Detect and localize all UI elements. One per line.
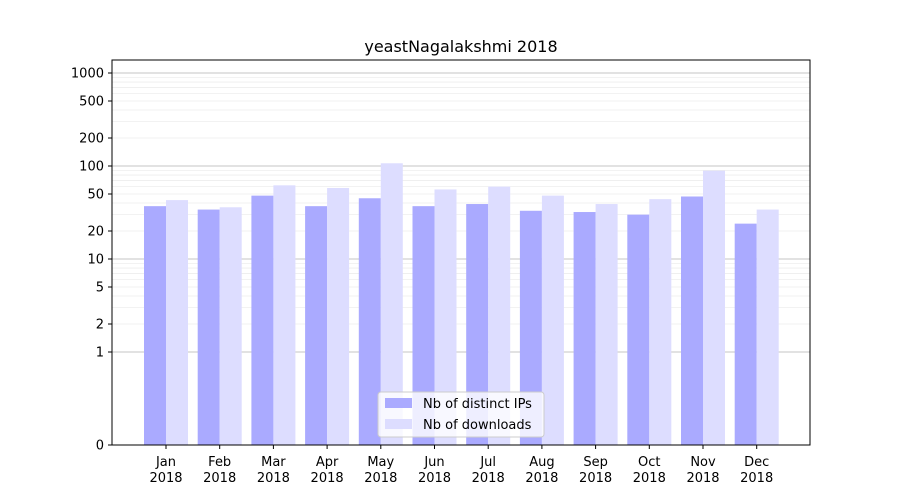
x-tick-label: 2018 [311, 471, 344, 486]
x-axis: Jan2018Feb2018Mar2018Apr2018May2018Jun20… [149, 445, 773, 486]
x-tick-label: Mar [261, 455, 286, 470]
bar-downloads [327, 188, 350, 445]
bar-distinct-ips [681, 196, 703, 445]
x-tick-label: 2018 [257, 471, 290, 486]
bar-distinct-ips [144, 206, 166, 445]
y-tick-label: 50 [87, 187, 104, 202]
y-tick-label: 500 [79, 94, 104, 109]
x-tick-label: Nov [690, 455, 716, 470]
bar-downloads [166, 200, 188, 445]
y-tick-label: 10 [87, 253, 104, 268]
bar-downloads [380, 163, 403, 445]
legend-box [377, 391, 545, 438]
x-tick-label: 2018 [418, 471, 451, 486]
y-tick-label: 5 [96, 280, 104, 295]
bar-downloads [595, 204, 618, 445]
bar-downloads [703, 170, 725, 445]
y-tick-label: 1 [96, 346, 104, 361]
x-tick-label: 2018 [686, 471, 719, 486]
y-tick-label: 1000 [71, 67, 104, 82]
y-tick-label: 200 [79, 132, 104, 147]
x-tick-label: Sep [583, 455, 608, 470]
x-tick-label: Apr [316, 455, 339, 470]
bar-distinct-ips [734, 223, 757, 445]
bar-downloads [488, 186, 511, 445]
bar-downloads [273, 185, 296, 446]
y-axis: 0 1 2 5 10 20 50 100 200 500 1000 [71, 67, 112, 454]
x-tick-label: 2018 [525, 471, 558, 486]
x-tick-label: 2018 [740, 471, 773, 486]
x-tick-label: 2018 [203, 471, 236, 486]
y-tick-label: 0 [96, 439, 104, 454]
bar-downloads [219, 207, 242, 445]
x-tick-label: 2018 [364, 471, 397, 486]
legend-label: Nb of downloads [423, 418, 532, 433]
chart-title: yeastNagalakshmi 2018 [364, 37, 557, 56]
bar-distinct-ips [466, 204, 489, 445]
y-tick-label: 2 [96, 318, 104, 333]
x-tick-label: 2018 [472, 471, 505, 486]
bar-distinct-ips [627, 214, 650, 445]
bar-distinct-ips [305, 206, 328, 445]
bar-distinct-ips [519, 210, 542, 445]
x-tick-label: Feb [208, 455, 231, 470]
x-tick-label: Jan [155, 455, 176, 470]
bars [144, 163, 779, 446]
bar-downloads [541, 195, 564, 445]
bar-downloads [434, 189, 457, 445]
x-tick-label: Aug [529, 455, 554, 470]
plot-frame [111, 59, 811, 446]
x-tick-label: 2018 [579, 471, 612, 486]
bar-distinct-ips [197, 209, 220, 445]
x-tick-label: 2018 [149, 471, 182, 486]
x-tick-label: Jul [479, 455, 496, 470]
x-tick-label: Dec [744, 455, 769, 470]
bar-distinct-ips [251, 195, 274, 445]
bar-distinct-ips [358, 198, 381, 445]
legend: Nb of distinct IPs Nb of downloads [377, 391, 545, 438]
legend-label: Nb of distinct IPs [423, 397, 532, 412]
bar-distinct-ips [412, 206, 435, 445]
legend-swatch [385, 419, 412, 429]
x-tick-label: 2018 [633, 471, 666, 486]
x-tick-label: May [367, 455, 394, 470]
y-tick-label: 20 [87, 225, 104, 240]
y-tick-label: 100 [79, 160, 104, 175]
x-tick-label: Oct [638, 455, 660, 470]
bar-downloads [756, 209, 779, 445]
x-tick-label: Jun [423, 455, 444, 470]
bar-downloads [649, 199, 672, 445]
bar-distinct-ips [573, 212, 596, 445]
legend-swatch [385, 398, 412, 408]
